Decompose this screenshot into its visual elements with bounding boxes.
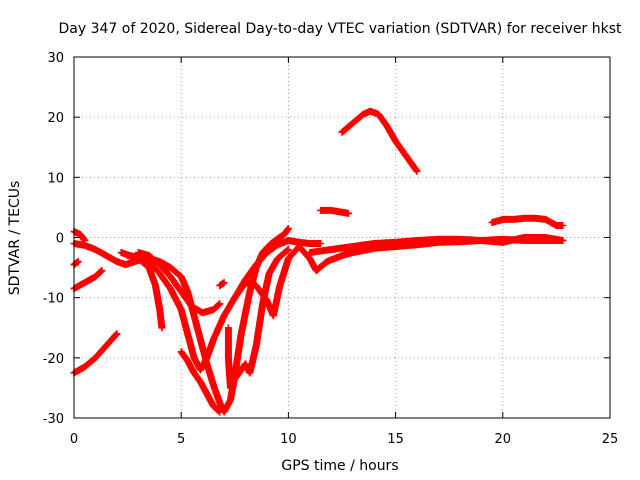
series-arc-16 bbox=[338, 107, 421, 175]
series-arc-14 bbox=[306, 234, 567, 256]
y-tick-label: 0 bbox=[56, 232, 64, 247]
series-arc-15 bbox=[317, 206, 352, 217]
data-marker-path bbox=[177, 348, 224, 416]
y-tick-label: 30 bbox=[47, 51, 64, 66]
data-marker-path bbox=[134, 249, 224, 317]
data-marker-path bbox=[231, 235, 567, 320]
y-tick-label: 10 bbox=[47, 171, 64, 186]
x-tick-label: 15 bbox=[387, 432, 404, 447]
data-marker-path bbox=[70, 267, 106, 293]
y-tick-label: 20 bbox=[47, 111, 64, 126]
x-tick-label: 10 bbox=[280, 432, 297, 447]
x-tick-label: 0 bbox=[70, 432, 78, 447]
series-arc-11 bbox=[224, 324, 234, 392]
series-arc-9 bbox=[177, 348, 224, 416]
x-axis-label: GPS time / hours bbox=[281, 458, 398, 474]
data-marker-path bbox=[338, 107, 421, 175]
x-tick-label: 25 bbox=[602, 432, 619, 447]
x-axis-ticks: 0 5 10 15 20 25 bbox=[70, 57, 618, 447]
chart-title: Day 347 of 2020, Sidereal Day-to-day VTE… bbox=[59, 21, 622, 37]
y-tick-label: -30 bbox=[43, 412, 64, 427]
series-arc-3 bbox=[70, 267, 106, 293]
y-axis-ticks: -30 -20 -10 0 10 20 30 bbox=[43, 51, 610, 427]
series-arc-10 bbox=[216, 279, 228, 290]
data-marker-path bbox=[70, 258, 82, 269]
data-marker-path bbox=[488, 214, 567, 229]
y-tick-label: -10 bbox=[43, 292, 64, 307]
y-axis-label: SDTVAR / TECUs bbox=[7, 181, 23, 296]
data-marker-path bbox=[306, 234, 567, 256]
data-marker-path bbox=[70, 330, 121, 377]
x-tick-label: 5 bbox=[177, 432, 185, 447]
data-points bbox=[70, 107, 567, 416]
data-marker-path bbox=[317, 206, 352, 217]
series-arc-17 bbox=[488, 214, 567, 229]
grid-lines bbox=[74, 57, 610, 418]
x-tick-label: 20 bbox=[495, 432, 512, 447]
data-marker-path bbox=[224, 324, 234, 392]
y-tick-label: -20 bbox=[43, 352, 64, 367]
series-arc-7 bbox=[134, 249, 224, 317]
series-arc-4 bbox=[70, 330, 121, 377]
series-arc-2 bbox=[70, 258, 82, 269]
data-marker-path bbox=[216, 279, 228, 290]
series-arc-13 bbox=[231, 235, 567, 320]
